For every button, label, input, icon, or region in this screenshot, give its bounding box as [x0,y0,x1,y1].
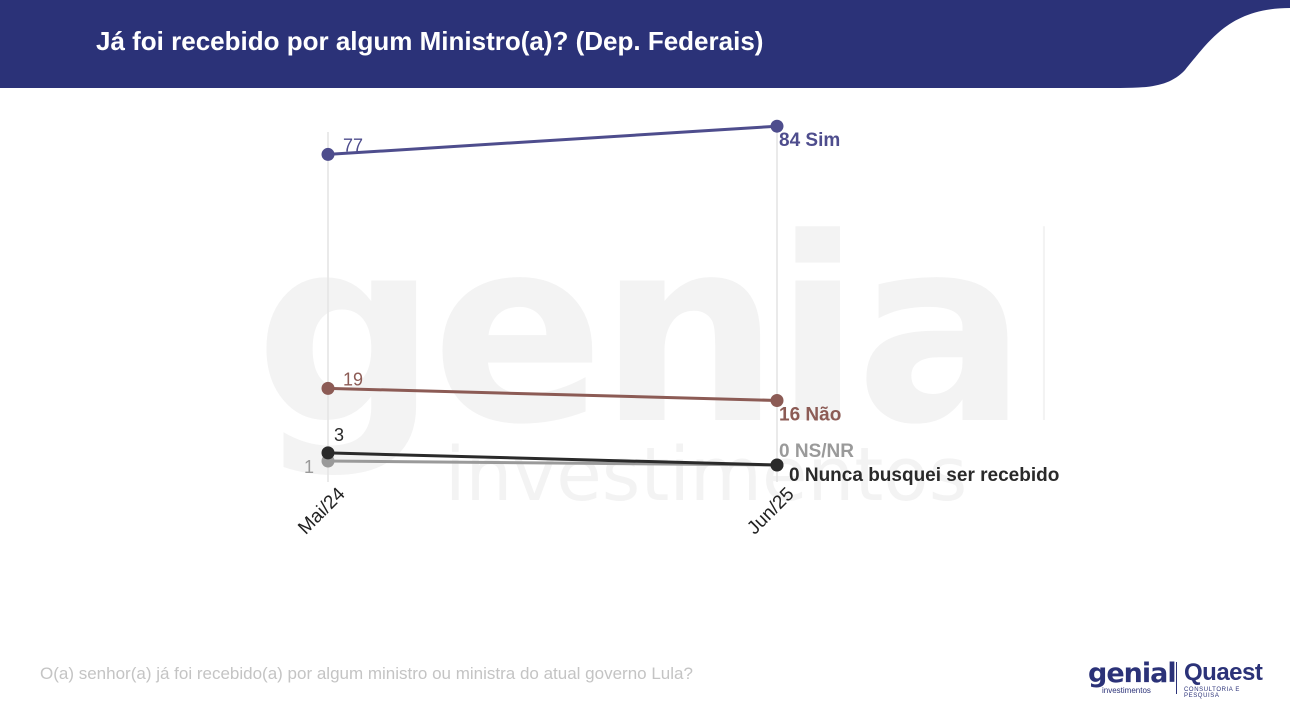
header-banner: Já foi recebido por algum Ministro(a)? (… [0,0,1290,88]
logo-separator [1176,662,1177,694]
genial-logo: genial [1088,658,1177,689]
page-title: Já foi recebido por algum Ministro(a)? (… [96,26,764,56]
data-label-start-nao: 19 [343,369,363,389]
data-label-start-nunca-busquei-ser-recebido: 3 [334,425,344,445]
data-label-end-nao: 16 Não [779,404,841,425]
x-tick-label-1: Jun/25 [743,484,798,539]
series-point-nunca-busquei-ser-recebido-1 [770,458,784,472]
series-point-sim-0 [321,147,335,161]
series-point-sim-1 [770,119,784,133]
brand-logos: genial investimentos Quaest CONSULTORIA … [1088,660,1268,700]
series-point-nunca-busquei-ser-recebido-0 [321,446,335,460]
header-background [0,0,1290,88]
survey-question: O(a) senhor(a) já foi recebido(a) por al… [40,664,693,683]
data-label-end-ns-nr: 0 NS/NR [779,441,854,462]
series-point-nao-1 [770,393,784,407]
x-axis-ticks: Mai/24 Jun/25 [294,483,798,538]
data-label-end-nunca-busquei-ser-recebido: 0 Nunca busquei ser recebido [789,465,1059,486]
data-label-end-sim: 84 Sim [779,130,840,151]
series-line-nunca-busquei-ser-recebido [327,451,778,467]
x-tick-label-0: Mai/24 [294,483,349,538]
series-line-nao [327,386,778,402]
data-label-start-sim: 77 [343,135,363,155]
data-label-start-ns-nr: 1 [304,457,314,477]
series-point-nao-0 [321,381,335,395]
line-chart: 77 84 Sim 19 16 Não 1 0 NS/NR 3 0 Nunca busquei… [294,119,1059,539]
quaest-logo-subtitle: CONSULTORIA E PESQUISA [1184,687,1240,699]
chart-grid [327,132,778,482]
series-line-sim [327,124,778,156]
chart-series: 77 84 Sim 19 16 Não 1 0 NS/NR 3 0 Nunca busquei… [304,119,1059,486]
quaest-logo: Quaest [1184,659,1263,686]
genial-logo-subtitle: investimentos [1102,686,1151,695]
